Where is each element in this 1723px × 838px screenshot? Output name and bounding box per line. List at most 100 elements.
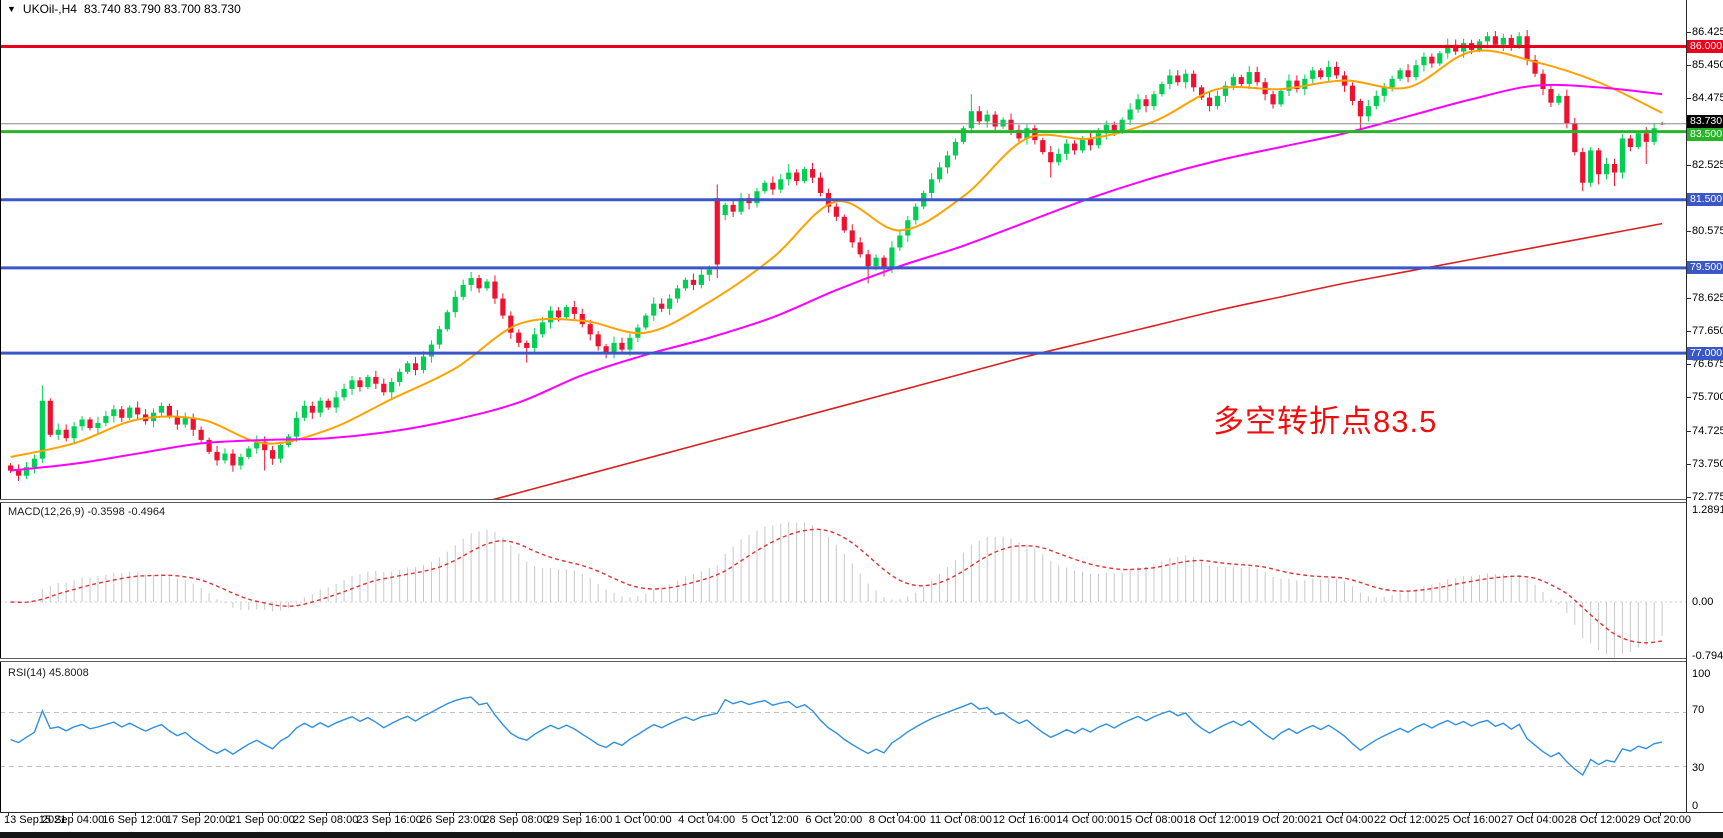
time-tick-label: 28 Oct 12:00 bbox=[1564, 814, 1628, 826]
candle-bar bbox=[1326, 60, 1332, 83]
macd-histogram bbox=[18, 521, 1663, 658]
panel-separator[interactable] bbox=[0, 658, 1686, 662]
candle-bar bbox=[333, 391, 339, 413]
time-tick-mark bbox=[389, 812, 391, 816]
rsi-panel[interactable] bbox=[0, 664, 1686, 812]
price-tick-label: 74.725 bbox=[1692, 424, 1723, 437]
time-tick-label: 1 Oct 00:00 bbox=[614, 814, 672, 826]
price-tick-mark bbox=[1686, 98, 1691, 100]
time-tick-mark bbox=[1405, 812, 1407, 816]
time-tick-label: 28 Sep 08:00 bbox=[483, 814, 549, 826]
macd-panel[interactable] bbox=[0, 503, 1686, 664]
candle-bar bbox=[1056, 148, 1062, 166]
price-tick-label: 73.750 bbox=[1692, 457, 1723, 470]
candle-bar bbox=[1087, 132, 1094, 151]
time-tick-mark bbox=[198, 812, 200, 816]
candle-bar bbox=[389, 377, 395, 399]
macd-axis-label: 0.00 bbox=[1692, 596, 1714, 608]
candle-bar bbox=[206, 437, 212, 455]
time-tick-label: 6 Oct 20:00 bbox=[805, 814, 863, 826]
candle-bar bbox=[571, 300, 577, 320]
candle-bar bbox=[960, 125, 966, 145]
macd-indicator-label: MACD(12,26,9) -0.3598 -0.4964 bbox=[8, 506, 166, 518]
candle-bar bbox=[1167, 69, 1173, 90]
price-tick-label: 72.775 bbox=[1692, 491, 1723, 503]
candle-bar bbox=[301, 400, 307, 422]
candle-bar bbox=[119, 405, 125, 423]
candle-bar bbox=[1532, 54, 1538, 78]
price-badge: 77.000 bbox=[1687, 346, 1723, 360]
rsi-indicator-label: RSI(14) 45.8008 bbox=[8, 667, 89, 679]
time-axis-line bbox=[0, 812, 1723, 813]
candle-bar bbox=[603, 343, 609, 359]
candle-bar bbox=[1294, 75, 1300, 93]
candle-bar bbox=[103, 410, 109, 427]
candle-bar bbox=[1643, 127, 1649, 165]
price-tick-label: 78.625 bbox=[1692, 291, 1723, 304]
candle-bar bbox=[1421, 52, 1427, 72]
candle-bar bbox=[1564, 89, 1570, 129]
time-tick-mark bbox=[1341, 812, 1343, 816]
candle-bar bbox=[428, 340, 435, 363]
time-tick-mark bbox=[1024, 812, 1026, 816]
time-tick-label: 26 Sep 23:00 bbox=[419, 814, 486, 826]
candle-bar bbox=[1064, 139, 1070, 160]
price-tick-mark bbox=[1686, 164, 1691, 166]
candle-bar bbox=[1199, 84, 1205, 100]
candle-bar bbox=[738, 192, 744, 216]
candle-bar bbox=[1437, 50, 1443, 66]
candle-bar bbox=[230, 449, 236, 472]
time-tick-label: 22 Sep 08:00 bbox=[292, 814, 359, 826]
macd-axis-label: 1.2891 bbox=[1692, 504, 1723, 516]
candle-bar bbox=[373, 370, 379, 389]
time-tick-mark bbox=[897, 812, 899, 816]
price-tick-mark bbox=[1686, 430, 1691, 432]
ma-fast-line bbox=[10, 49, 1663, 458]
price-tick-label: 84.475 bbox=[1692, 92, 1723, 105]
candle-bar bbox=[492, 275, 498, 304]
symbol-dropdown-icon[interactable]: ▼ bbox=[7, 4, 16, 14]
candle-bar bbox=[1246, 65, 1252, 90]
candle-bar bbox=[1596, 147, 1602, 185]
price-tick-label: 77.650 bbox=[1692, 324, 1723, 337]
candle-bar bbox=[516, 329, 522, 348]
candle-bar bbox=[595, 330, 601, 351]
candle-bar bbox=[63, 424, 69, 442]
candle-bar bbox=[1611, 158, 1618, 187]
candle-bar bbox=[460, 279, 466, 301]
time-tick-label: 29 Oct 20:00 bbox=[1628, 814, 1692, 826]
candle-bar bbox=[15, 464, 22, 481]
candle-bar bbox=[55, 423, 61, 441]
time-tick-label: 21 Sep 00:00 bbox=[229, 814, 295, 826]
time-tick-label: 15 Oct 08:00 bbox=[1119, 814, 1183, 826]
candle-bar bbox=[309, 401, 315, 419]
candle-bar bbox=[952, 138, 959, 160]
time-tick-mark bbox=[643, 812, 645, 816]
time-tick-mark bbox=[452, 812, 454, 816]
candle-bar bbox=[484, 279, 490, 291]
time-tick-mark bbox=[516, 812, 518, 816]
candle-bar bbox=[754, 187, 760, 208]
candle-bar bbox=[87, 417, 93, 431]
candle-bar bbox=[1540, 69, 1546, 96]
candle-bar bbox=[277, 441, 284, 463]
time-tick-label: 12 Oct 16:00 bbox=[992, 814, 1056, 826]
symbol-title: UKOil-,H4 bbox=[22, 2, 77, 16]
candle-bar bbox=[1222, 81, 1229, 103]
panel-separator[interactable] bbox=[0, 499, 1686, 503]
candle-bar bbox=[682, 277, 689, 291]
time-tick-label: 22 Oct 12:00 bbox=[1373, 814, 1437, 826]
main-price-chart[interactable] bbox=[0, 0, 1686, 503]
time-tick-mark bbox=[579, 812, 581, 816]
candle-bar bbox=[436, 325, 442, 349]
price-badge: 83.500 bbox=[1687, 127, 1723, 141]
candle-bar bbox=[968, 94, 974, 134]
candle-bar bbox=[1405, 64, 1411, 83]
candle-bar bbox=[857, 237, 863, 258]
time-tick-mark bbox=[833, 812, 835, 816]
candle-bar bbox=[420, 351, 427, 374]
candle-bar bbox=[1000, 117, 1006, 129]
time-tick-mark bbox=[135, 812, 137, 816]
candle-bar bbox=[651, 297, 657, 321]
